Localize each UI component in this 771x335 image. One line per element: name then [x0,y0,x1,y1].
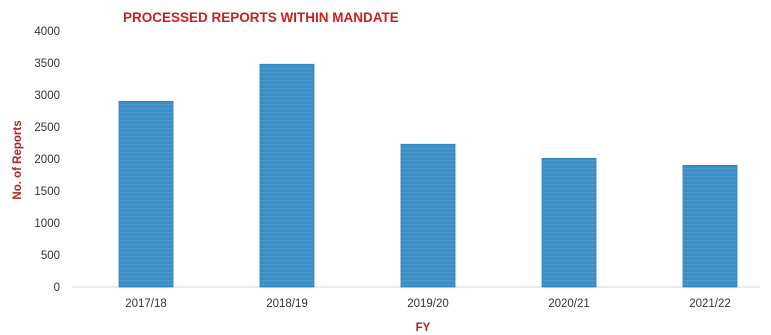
y-tick-label: 3000 [34,90,60,102]
y-axis-label: No. of Reports [12,120,24,199]
x-axis: 2017/18 2018/19 2019/20 2020/21 2021/22 [125,298,731,310]
bar-edge [259,63,315,288]
x-tick-label: 2021/22 [689,298,731,310]
y-tick-label: 0 [54,282,60,294]
y-tick-label: 4000 [34,26,60,38]
bar-edge [400,143,456,288]
y-tick-label: 1500 [34,186,60,198]
y-tick-label: 1000 [34,218,60,230]
bar-2019-20 [401,144,455,287]
y-tick-label: 2500 [34,122,60,134]
bar-2020-21 [542,158,596,287]
bar-edge [118,101,174,288]
bar-2018-19 [260,64,314,287]
x-tick-label: 2020/21 [548,298,590,310]
y-axis: 0 500 1000 1500 2000 2500 3000 3500 4000 [34,26,60,294]
bar-2017-18 [119,101,173,288]
bar-series [118,63,738,288]
bar-2021-22 [683,165,737,287]
y-tick-label: 2000 [34,154,60,166]
x-tick-label: 2018/19 [266,298,308,310]
y-tick-label: 3500 [34,58,60,70]
x-axis-label: FY [416,322,431,334]
y-tick-label: 500 [41,250,60,262]
chart-title: PROCESSED REPORTS WITHIN MANDATE [123,10,399,25]
bar-edge [682,164,738,288]
bar-edge [541,157,597,288]
x-tick-label: 2019/20 [407,298,449,310]
x-tick-label: 2017/18 [125,298,167,310]
